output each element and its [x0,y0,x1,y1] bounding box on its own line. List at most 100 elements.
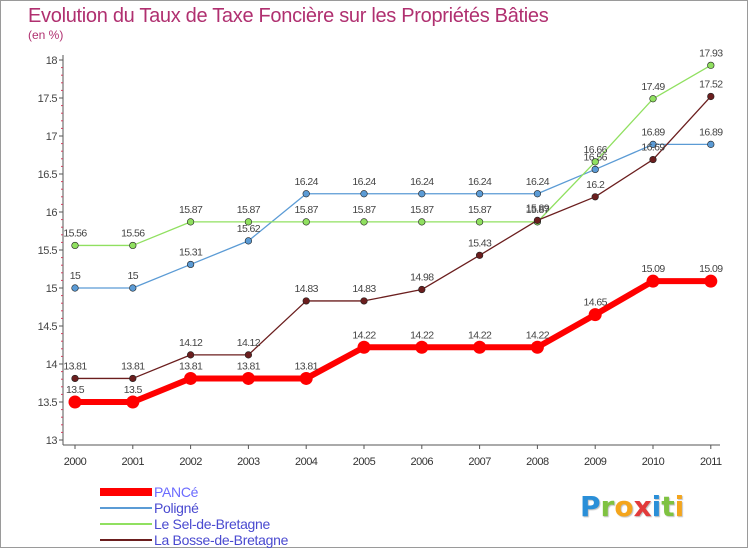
data-label-0: 14.22 [410,329,434,341]
data-label-1: 15 [128,270,139,282]
series-line-3 [75,96,712,380]
data-label-0: 15.09 [641,263,665,275]
series-point-2 [649,95,657,103]
data-label-0: 14.22 [352,329,376,341]
series-point-2 [476,218,484,226]
data-label-2: 15.87 [410,204,434,216]
series-point-3 [418,285,426,294]
series-point-0 [704,274,718,288]
series-point-1 [591,165,599,174]
legend-swatch [100,488,152,496]
data-label-1: 16.89 [641,126,665,138]
x-tick-label: 2001 [122,456,145,468]
logo-letter: P [580,490,601,523]
data-label-2: 15.87 [295,204,319,216]
legend-swatch [100,539,152,541]
series-point-1 [649,140,657,148]
series-line-2 [75,64,712,247]
data-label-3: 14.83 [295,283,319,295]
y-tick-label: 15 [46,283,58,295]
x-tick-label: 2004 [295,456,318,468]
data-label-0: 15.09 [699,263,723,275]
series-point-3 [187,351,195,359]
series-point-1 [244,237,252,245]
proxiti-logo: Proxiti [580,490,684,523]
data-label-3: 13.81 [121,360,145,372]
series-point-0 [299,371,313,385]
series-point-3 [244,351,252,359]
legend-swatch [100,507,152,509]
legend-label: La Bosse-de-Bretagne [154,532,289,548]
data-label-3: 14.12 [237,337,261,349]
data-label-2: 15.56 [121,227,145,239]
y-tick-label: 13 [46,435,58,447]
logo-letter: i [674,490,685,523]
data-label-3: 17.52 [699,78,723,90]
data-label-1: 16.24 [468,176,492,188]
data-label-1: 16.24 [526,176,550,188]
series-point-1 [418,190,426,198]
data-label-3: 16.69 [641,142,665,154]
series-point-2 [302,218,310,226]
series-line-0 [75,278,711,405]
legend-label: Le Sel-de-Bretagne [154,516,271,532]
series-point-2 [187,218,195,226]
x-tick-label: 2002 [179,456,202,468]
data-label-1: 16.56 [584,151,608,163]
logo-letter: o [614,490,634,523]
series-point-3 [302,297,310,305]
data-label-2: 15.87 [237,204,261,216]
series-point-0 [530,340,544,354]
x-tick-label: 2005 [353,456,376,468]
series-point-3 [476,251,484,259]
data-label-1: 16.24 [410,176,434,188]
series-point-1 [533,190,542,198]
y-tick-label: 16 [46,207,58,219]
series-point-0 [357,340,371,354]
data-label-0: 13.5 [124,384,143,396]
data-label-0: 14.22 [468,329,492,341]
series-point-0 [473,340,487,354]
x-tick-label: 2009 [584,456,607,468]
x-tick-label: 2003 [237,456,260,468]
logo-letter: r [600,490,615,523]
series-point-3 [360,297,368,305]
data-label-1: 15 [70,270,81,282]
data-label-2: 15.87 [468,204,492,216]
logo-letter: i [651,490,662,523]
data-label-3: 15.43 [468,237,492,249]
data-label-0: 13.81 [295,360,319,372]
y-tick-label: 14.5 [38,321,58,333]
data-label-2: 15.87 [352,204,376,216]
data-label-1: 16.89 [699,126,723,138]
x-tick-label: 2007 [468,456,491,468]
data-label-0: 14.22 [526,329,550,341]
legend-label: Poligné [154,500,199,516]
series-point-0 [68,395,82,409]
data-label-3: 15.89 [526,202,550,214]
series-point-2 [129,241,137,250]
series-point-1 [707,140,715,148]
y-tick-label: 18 [46,55,58,67]
data-label-3: 16.2 [586,179,605,191]
data-label-0: 13.81 [237,360,261,372]
data-label-0: 14.65 [584,297,608,309]
y-tick-label: 16.5 [38,169,58,181]
data-label-1: 16.24 [352,176,376,188]
data-label-2: 15.87 [526,204,550,216]
legend-swatch [100,523,152,525]
series-point-3 [129,374,137,383]
series-point-2 [360,218,368,226]
series-point-2 [71,241,79,250]
series-point-1 [71,284,79,292]
y-tick-label: 17.5 [38,93,58,105]
series-point-1 [360,190,368,198]
series-point-3 [707,92,715,101]
series-point-0 [241,371,255,385]
series-point-1 [129,284,137,292]
legend-label: PANCé [154,484,199,500]
y-axis-unit: (en %) [28,28,64,42]
series-point-1 [187,260,195,269]
data-label-2: 16.66 [584,144,608,156]
